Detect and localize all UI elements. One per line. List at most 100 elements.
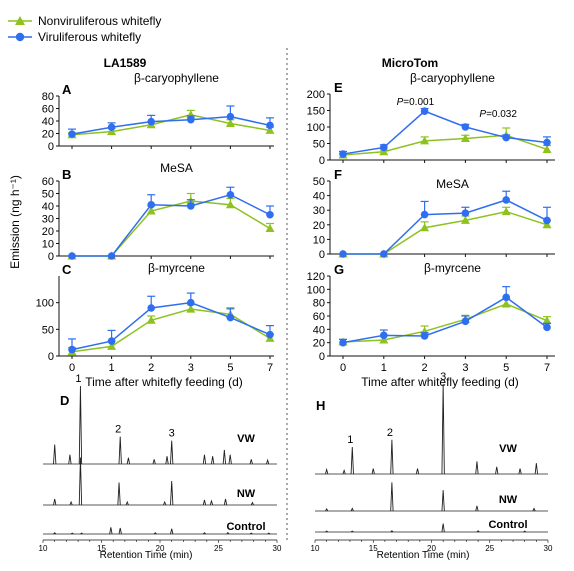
y-tick-label: 50 [313, 139, 325, 151]
peak [390, 439, 394, 475]
y-tick-label: 50 [42, 189, 54, 201]
peak [222, 449, 226, 465]
panel-letter-f: F [334, 167, 342, 182]
y-tick-label: 100 [36, 298, 54, 310]
data-point-circle [266, 121, 274, 130]
y-tick-label: 0 [319, 351, 325, 363]
series-line [342, 110, 548, 155]
peak [371, 468, 375, 475]
y-tick-label: 40 [313, 324, 325, 336]
y-tick-label: 80 [42, 91, 54, 103]
left-heading: LA1589 [104, 56, 147, 70]
x-tick-label: 3 [188, 362, 194, 374]
y-tick-label: 50 [42, 324, 54, 336]
data-point-triangle [379, 335, 389, 344]
series-line [343, 210, 548, 255]
y-tick-label: 0 [48, 251, 54, 263]
peak-number-label: 1 [347, 434, 353, 446]
chromatogram-x-tick-label: 25 [485, 544, 494, 553]
compound-title: β-caryophyllene [134, 71, 219, 85]
legend-nonviruliferous-triangle [15, 16, 25, 25]
y-tick-label: 30 [313, 205, 325, 217]
peak [226, 531, 230, 535]
data-point-circle [266, 330, 274, 339]
chromatogram-x-tick-label: 20 [427, 544, 436, 553]
peak [523, 530, 527, 533]
x-tick-label: 3 [462, 362, 468, 374]
data-point-triangle [107, 341, 117, 350]
x-tick-label: 0 [340, 362, 346, 374]
compound-title: MeSA [160, 161, 193, 175]
series-line [342, 296, 548, 344]
peak-number-label: 3 [169, 428, 175, 440]
data-point-triangle [501, 207, 511, 216]
data-point-circle [147, 200, 155, 209]
y-tick-label: 40 [313, 191, 325, 203]
peak [78, 385, 83, 465]
peak [475, 505, 479, 512]
data-point-circle [68, 130, 76, 138]
data-point-circle [461, 123, 470, 131]
x-axis-label-left: Time after whitefly feeding (d) [85, 375, 243, 389]
chromatogram-x-tick-label: 30 [273, 544, 282, 553]
y-tick-label: 20 [42, 226, 54, 238]
peak [170, 480, 174, 506]
data-point-circle [339, 250, 347, 258]
y-tick-label: 100 [307, 122, 325, 134]
trace-label: Control [226, 521, 265, 533]
peak [126, 457, 131, 465]
peak [342, 468, 346, 475]
peak [118, 436, 122, 465]
series-line [342, 303, 548, 343]
trace-nw: NW [315, 482, 548, 512]
peak [249, 532, 253, 535]
data-point-triangle [107, 127, 117, 136]
peak [202, 454, 207, 465]
x-tick-label: 7 [544, 362, 550, 374]
panel-letter-c: C [62, 262, 72, 277]
chromatogram-d: D VW 1 2 3 NW Control 10 15 20 25 30 [39, 373, 282, 553]
peak [495, 466, 499, 475]
trace-control: Control [43, 521, 277, 535]
data-point-circle [107, 123, 116, 132]
data-point-circle [502, 293, 511, 302]
panel-e: Eβ-caryophyllene 0 50 100 150 200 P=0.001 P=0.0… [307, 71, 555, 167]
peak [153, 532, 157, 535]
data-point-circle [380, 331, 388, 340]
peak [325, 530, 329, 533]
y-tick-label: 200 [307, 89, 325, 101]
data-point-circle [420, 332, 429, 340]
data-point-triangle [501, 299, 511, 308]
data-point-triangle [186, 304, 196, 313]
data-point-circle [226, 313, 235, 322]
y-tick-label: 60 [313, 311, 325, 323]
data-point-circle [68, 252, 76, 260]
data-point-circle [266, 210, 274, 219]
data-point-circle [380, 250, 388, 258]
peak [228, 454, 232, 465]
series-line [342, 134, 548, 156]
peak [518, 468, 522, 475]
trace-label: NW [499, 494, 518, 506]
peak [68, 454, 72, 465]
data-point-circle [187, 298, 195, 307]
data-point-circle [502, 133, 511, 142]
chromatogram-x-tick-label: 20 [156, 544, 165, 553]
peak [532, 507, 536, 512]
p-value-annotation: P=0.001 [397, 97, 435, 108]
peak-number-label: 3 [440, 371, 446, 383]
y-tick-label: 20 [313, 338, 325, 350]
series-viruliferous [68, 105, 274, 138]
trace-label: NW [237, 488, 256, 500]
x-tick-label: 0 [69, 362, 75, 374]
data-point-triangle [225, 200, 235, 209]
panel-letter-g: G [334, 262, 344, 277]
chromatogram-x-tick-label: 10 [39, 544, 48, 553]
data-point-circle [226, 190, 235, 199]
series-viruliferous [68, 186, 274, 260]
series-nonviruliferous [67, 109, 275, 139]
data-point-circle [107, 252, 116, 260]
x-tick-label: 7 [267, 362, 273, 374]
